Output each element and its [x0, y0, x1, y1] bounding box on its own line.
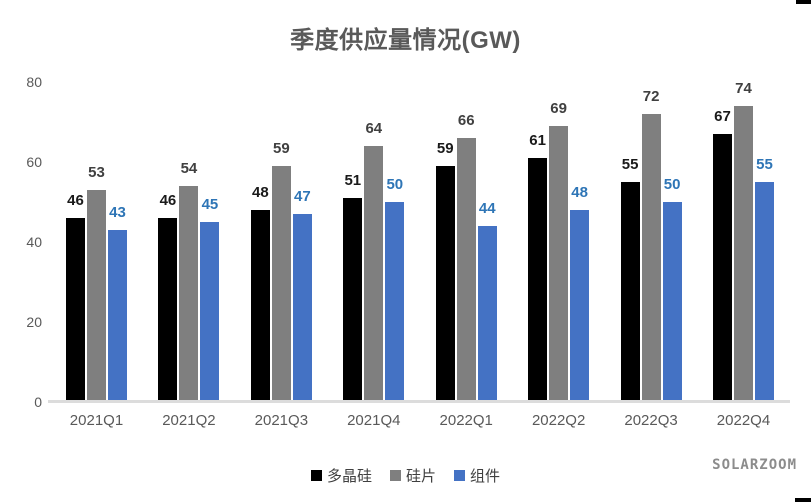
bar-组件-2021Q2	[200, 222, 220, 402]
bar-value-label: 45	[201, 196, 219, 213]
legend-label: 多晶硅	[326, 468, 372, 485]
x-axis-line	[48, 400, 790, 403]
legend-label: 硅片	[405, 468, 436, 485]
legend-item-多晶硅: 多晶硅	[310, 465, 372, 486]
x-tick-label-2022Q2: 2022Q2	[531, 412, 586, 429]
x-tick-label-2022Q1: 2022Q1	[439, 412, 493, 429]
y-tick-label: 0	[34, 394, 42, 410]
bar-value-label: 67	[714, 108, 731, 125]
bar-硅片-2022Q1	[456, 138, 476, 402]
bar-value-label: 47	[294, 188, 311, 205]
bar-硅片-2022Q3	[641, 114, 661, 402]
y-tick-label: 40	[26, 234, 42, 250]
bar-多晶硅-2022Q4	[713, 134, 732, 402]
bar-value-label: 72	[642, 88, 660, 105]
bar-组件-2022Q3	[662, 202, 682, 402]
bar-value-label: 48	[571, 184, 588, 201]
bar-value-label: 51	[344, 172, 362, 189]
legend-label: 组件	[470, 468, 501, 485]
y-tick-label: 80	[26, 74, 42, 90]
bar-组件-2022Q1	[477, 226, 497, 402]
x-tick-label-2021Q1: 2021Q1	[69, 412, 124, 429]
watermark: SOLARZOOM	[712, 457, 797, 473]
x-tick-label-2022Q4: 2022Q4	[716, 412, 771, 429]
bar-硅片-2021Q1	[87, 190, 106, 402]
bar-多晶硅-2022Q2	[528, 158, 548, 402]
bar-硅片-2021Q2	[179, 186, 199, 402]
legend-swatch-icon	[454, 470, 465, 481]
bar-硅片-2021Q3	[271, 166, 291, 402]
bar-value-label: 54	[180, 160, 198, 177]
legend: 多晶硅 硅片 组件	[0, 465, 811, 486]
legend-swatch-icon	[389, 470, 401, 481]
bar-组件-2021Q3	[292, 214, 312, 402]
x-tick-label-2021Q2: 2021Q2	[162, 412, 216, 429]
bar-多晶硅-2022Q1	[435, 166, 455, 402]
bar-value-label: 64	[365, 120, 383, 137]
bar-value-label: 53	[88, 164, 105, 181]
bar-value-label: 55	[756, 156, 773, 173]
legend-item-硅片: 硅片	[389, 465, 436, 486]
y-tick-label: 60	[26, 154, 42, 170]
bar-value-label: 50	[386, 176, 404, 193]
bar-硅片-2021Q4	[364, 146, 384, 402]
bar-value-label: 61	[529, 132, 546, 149]
x-tick-label-2021Q3: 2021Q3	[254, 412, 309, 429]
bar-多晶硅-2021Q3	[250, 210, 270, 402]
bar-value-label: 46	[159, 192, 177, 209]
chart-title: 季度供应量情况(GW)	[290, 27, 521, 54]
bar-value-label: 59	[436, 140, 454, 157]
bar-多晶硅-2022Q3	[620, 182, 640, 402]
crop-artifact-top-right	[796, 0, 811, 4]
bar-value-label: 50	[663, 176, 681, 193]
bar-value-label: 46	[67, 192, 84, 209]
bar-多晶硅-2021Q1	[66, 218, 85, 402]
legend-item-组件: 组件	[454, 465, 500, 486]
bar-组件-2021Q1	[108, 230, 127, 402]
bar-value-label: 44	[478, 200, 496, 217]
bar-value-label: 48	[252, 184, 269, 201]
bar-硅片-2022Q2	[549, 126, 569, 402]
bar-多晶硅-2021Q2	[158, 218, 178, 402]
bar-value-label: 69	[550, 100, 567, 117]
crop-artifact-bottom-right	[795, 498, 811, 502]
bar-value-label: 74	[735, 80, 752, 97]
bar-多晶硅-2021Q4	[343, 198, 363, 402]
bar-value-label: 59	[273, 140, 290, 157]
bar-组件-2022Q2	[570, 210, 590, 402]
legend-swatch-icon	[310, 470, 322, 481]
y-tick-label: 20	[26, 314, 42, 330]
x-tick-label-2021Q4: 2021Q4	[347, 412, 401, 429]
bar-组件-2021Q4	[385, 202, 405, 402]
bar-value-label: 66	[457, 112, 475, 129]
bar-value-label: 43	[109, 204, 126, 221]
bar-value-label: 55	[621, 156, 639, 173]
bar-组件-2022Q4	[755, 182, 774, 402]
bar-硅片-2022Q4	[734, 106, 753, 402]
x-tick-label-2022Q3: 2022Q3	[624, 412, 678, 429]
